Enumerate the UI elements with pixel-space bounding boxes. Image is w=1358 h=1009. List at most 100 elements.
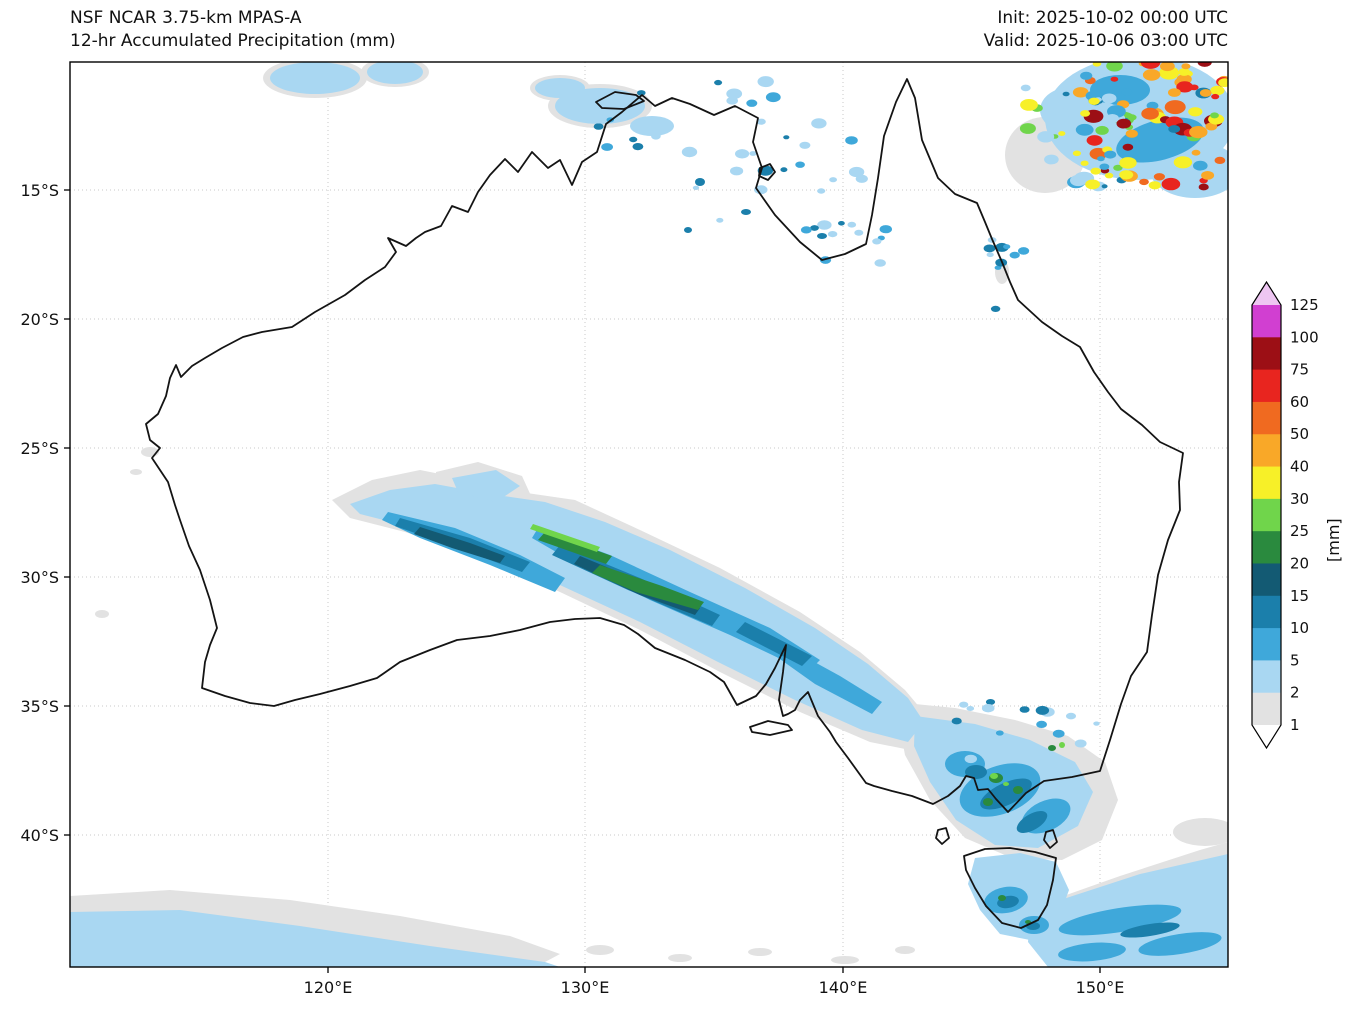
precip-speckle bbox=[845, 136, 858, 145]
precip-speckle bbox=[765, 92, 781, 103]
plot-frame bbox=[69, 61, 1229, 968]
precip-speckle bbox=[1218, 78, 1228, 88]
precip-speckle bbox=[1193, 160, 1208, 171]
precip-speckle bbox=[1080, 110, 1091, 117]
precip-speckle bbox=[1038, 749, 1051, 758]
precip-speckle bbox=[1191, 149, 1201, 156]
precip-speckle bbox=[1019, 706, 1030, 713]
precip-speckle bbox=[1062, 146, 1072, 153]
precip-speckle bbox=[783, 135, 790, 140]
colorbar-segment bbox=[1252, 563, 1281, 597]
precip-speckle bbox=[1088, 97, 1100, 106]
precip-speckle bbox=[1072, 150, 1081, 157]
precip-speckle bbox=[1101, 93, 1117, 104]
precip-speckle bbox=[1093, 721, 1100, 726]
precip-speckle bbox=[1121, 88, 1133, 96]
coastline bbox=[749, 720, 793, 736]
precip-speckle bbox=[1058, 131, 1066, 136]
precip-speckle bbox=[1052, 729, 1065, 738]
precip-speckle bbox=[1139, 178, 1149, 186]
precip-20mm bbox=[1013, 786, 1023, 794]
precip-speckle bbox=[1070, 174, 1087, 187]
precip-10mm bbox=[684, 227, 692, 233]
precip-speckle bbox=[872, 238, 882, 245]
precip-speckle bbox=[681, 146, 698, 158]
colorbar-segment bbox=[1252, 466, 1281, 500]
precip-speckle bbox=[1085, 179, 1100, 190]
precip-speckle bbox=[800, 226, 812, 234]
precip-speckle bbox=[716, 217, 724, 223]
colorbar-segment bbox=[1252, 369, 1281, 403]
precip-1mm bbox=[831, 956, 859, 964]
colorbar-segment bbox=[1252, 531, 1281, 565]
precip-speckle bbox=[1092, 62, 1102, 67]
precip-1mm bbox=[586, 945, 614, 955]
precip-10mm bbox=[1016, 811, 1048, 833]
precip-speckle bbox=[1214, 156, 1226, 164]
coastline bbox=[145, 78, 1184, 813]
precip-speckle bbox=[986, 252, 994, 258]
precip-speckle bbox=[966, 706, 975, 711]
precip-speckle bbox=[990, 305, 1001, 312]
precip-speckle bbox=[1090, 167, 1101, 175]
precip-5mm bbox=[1058, 942, 1126, 962]
precip-speckle bbox=[1146, 101, 1159, 110]
precip-speckle bbox=[1168, 125, 1181, 133]
precip-speckle bbox=[1106, 62, 1123, 72]
precip-speckle bbox=[1080, 71, 1093, 80]
precip-speckle bbox=[692, 185, 700, 190]
precip-speckle bbox=[1127, 114, 1137, 121]
product-title: 12-hr Accumulated Precipitation (mm) bbox=[70, 31, 396, 51]
precip-2mm bbox=[452, 470, 520, 502]
precip-speckle bbox=[629, 136, 638, 143]
precip-speckle bbox=[1119, 157, 1137, 169]
coastline bbox=[1043, 829, 1058, 849]
precip-speckle bbox=[1164, 100, 1186, 115]
precip-speckle bbox=[959, 701, 969, 708]
precip-speckle bbox=[1198, 183, 1209, 191]
colorbar-segment bbox=[1252, 337, 1281, 371]
precip-speckle bbox=[780, 167, 788, 173]
precip-10mm bbox=[741, 209, 751, 215]
colorbar-tick-label: 30 bbox=[1290, 490, 1309, 508]
precip-speckle bbox=[1110, 76, 1119, 82]
precip-speckle bbox=[601, 143, 613, 151]
y-tick-label: 30°S bbox=[20, 568, 59, 587]
precip-25mm bbox=[530, 524, 600, 552]
colorbar-segment bbox=[1252, 401, 1281, 435]
precip-2mm bbox=[270, 62, 360, 94]
precip-speckle bbox=[1019, 123, 1036, 134]
precip-speckle bbox=[1122, 143, 1134, 151]
precip-speckle bbox=[848, 166, 865, 178]
colorbar-tick-label: 15 bbox=[1290, 587, 1309, 605]
precip-25mm bbox=[990, 773, 998, 779]
precip-5mm bbox=[1138, 932, 1222, 956]
precip-speckle bbox=[1188, 107, 1203, 117]
precip-speckle bbox=[1205, 122, 1218, 131]
valid-time-label: Valid: 2025-10-06 03:00 UTC bbox=[983, 31, 1228, 51]
precip-speckle bbox=[1097, 156, 1105, 162]
coastline bbox=[758, 163, 776, 181]
colorbar-tick-label: 50 bbox=[1290, 425, 1309, 443]
precip-speckle bbox=[874, 259, 886, 267]
precip-20mm bbox=[1048, 745, 1056, 751]
precip-speckle bbox=[1035, 705, 1050, 715]
precip-speckle bbox=[847, 221, 857, 228]
precip-speckle bbox=[1210, 112, 1219, 119]
colorbar-tick-label: 20 bbox=[1290, 555, 1309, 573]
x-tick-label: 120°E bbox=[304, 978, 353, 997]
init-time-label: Init: 2025-10-02 00:00 UTC bbox=[997, 8, 1228, 28]
precip-speckle bbox=[1199, 89, 1212, 97]
precip-speckle bbox=[817, 220, 832, 230]
precip-speckle bbox=[1168, 88, 1181, 97]
precip-speckle bbox=[735, 149, 750, 159]
precip-2mm bbox=[535, 78, 585, 98]
precip-1mm bbox=[130, 469, 142, 475]
precip-speckle bbox=[756, 118, 766, 125]
colorbar-outline bbox=[1251, 280, 1282, 750]
precip-speckle bbox=[1178, 68, 1190, 76]
precip-speckle bbox=[1063, 116, 1075, 124]
precip-15mm bbox=[414, 527, 505, 563]
y-tick-label: 40°S bbox=[20, 826, 59, 845]
